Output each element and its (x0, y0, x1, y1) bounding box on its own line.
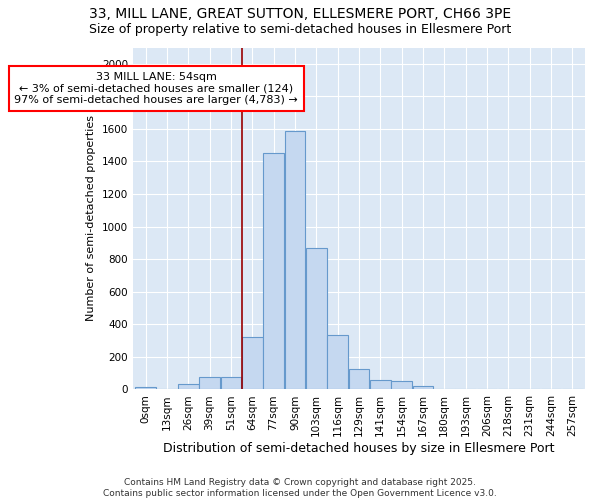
Bar (370, 380, 391, 390)
Y-axis label: Number of semi-detached properties: Number of semi-detached properties (86, 116, 96, 322)
Bar (306, 248, 326, 390)
Bar (199, 377, 220, 390)
Text: Contains HM Land Registry data © Crown copyright and database right 2025.
Contai: Contains HM Land Registry data © Crown c… (103, 478, 497, 498)
Bar (327, 335, 348, 390)
Bar (221, 377, 241, 390)
Bar (178, 384, 199, 390)
Bar (391, 380, 412, 390)
Bar (413, 386, 433, 390)
Text: 33, MILL LANE, GREAT SUTTON, ELLESMERE PORT, CH66 3PE: 33, MILL LANE, GREAT SUTTON, ELLESMERE P… (89, 8, 511, 22)
Bar (349, 369, 369, 390)
Bar (284, 130, 305, 390)
Text: Size of property relative to semi-detached houses in Ellesmere Port: Size of property relative to semi-detach… (89, 22, 511, 36)
Bar (242, 338, 263, 390)
Bar (263, 154, 284, 390)
X-axis label: Distribution of semi-detached houses by size in Ellesmere Port: Distribution of semi-detached houses by … (163, 442, 554, 455)
Bar (135, 387, 156, 390)
Text: 33 MILL LANE: 54sqm
← 3% of semi-detached houses are smaller (124)
97% of semi-d: 33 MILL LANE: 54sqm ← 3% of semi-detache… (14, 72, 298, 105)
